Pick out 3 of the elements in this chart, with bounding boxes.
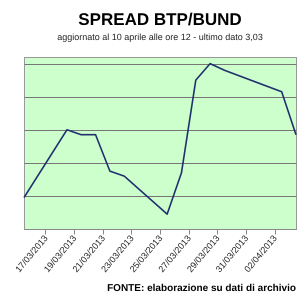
source-note: FONTE: elaborazione su dati di archivio — [106, 283, 297, 294]
chart-subtitle: aggiornato al 10 aprile alle ore 12 - ultimo dato 3,03 — [57, 32, 263, 42]
chart-title: SPREAD BTP/BUND — [78, 10, 242, 29]
